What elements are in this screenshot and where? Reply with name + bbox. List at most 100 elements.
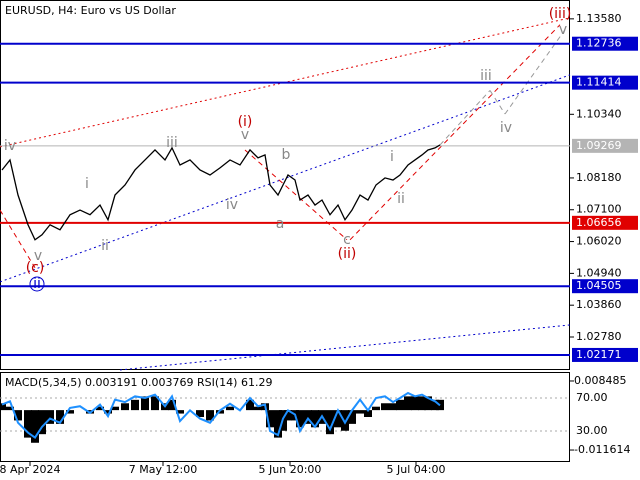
trendline: [244, 149, 348, 241]
level-label-box: [572, 279, 638, 294]
macd-bar: [334, 410, 342, 428]
y-tick-label: 1.03860: [576, 298, 622, 311]
wave-label: iii: [166, 135, 178, 151]
level-label-box: [572, 36, 638, 51]
macd-bar: [284, 410, 292, 421]
trendline: [119, 324, 571, 371]
macd-bar: [274, 410, 282, 438]
y2-tick-label: 30.00: [576, 424, 608, 437]
wave-label: v: [559, 22, 567, 38]
macd-bar: [266, 410, 274, 428]
macd-bar: [424, 396, 432, 411]
wave-label: (c): [26, 260, 45, 276]
y-tick-label: 1.07100: [576, 203, 622, 216]
wave-label: a: [276, 216, 285, 232]
y-tick-label: 1.08180: [576, 171, 622, 184]
trendline: [0, 74, 571, 283]
trendline: [439, 90, 491, 146]
macd-bar: [364, 410, 372, 417]
wave-label: iv: [226, 197, 238, 213]
macd-bar: [151, 396, 159, 411]
macd-bar: [326, 410, 334, 435]
chart-title: EURUSD, H4: Euro vs US Dollar: [5, 4, 176, 17]
macd-bar: [31, 410, 39, 443]
macd-bar: [296, 410, 304, 428]
macd-bar: [404, 396, 412, 411]
wave-label: ii: [101, 238, 109, 254]
wave-label: i: [85, 176, 89, 192]
main-frame: [0, 0, 570, 370]
y-tick-label: 1.04940: [576, 266, 622, 279]
y-tick-label: -0.011614: [574, 443, 630, 456]
wave-label: v: [241, 127, 249, 143]
macd-bar: [0, 403, 6, 411]
macd-bar: [396, 399, 404, 411]
macd-bar: [131, 399, 139, 411]
macd-bar: [121, 403, 129, 411]
macd-bar: [168, 399, 176, 411]
x-tick-label: 8 Apr 2024: [0, 463, 61, 476]
wave-label: iv: [500, 120, 512, 136]
wave-label: b: [282, 147, 291, 163]
trendline: [349, 24, 561, 241]
macd-bar: [24, 410, 32, 438]
level-label-box: [572, 215, 638, 230]
macd-bar: [246, 399, 254, 411]
wave-label: iv: [4, 138, 16, 154]
wave-label: (i): [238, 114, 253, 130]
wave-label: (iii): [549, 6, 572, 22]
level-label: 1.02171: [576, 348, 622, 361]
level-label: 1.09269: [576, 139, 622, 152]
macd-bar: [418, 396, 426, 411]
level-label-box: [572, 75, 638, 90]
wave-label: iii: [480, 68, 492, 84]
y-tick-label: 1.06020: [576, 235, 622, 248]
level-label: 1.04505: [576, 279, 622, 292]
x-tick-label: 5 Jun 20:00: [259, 463, 322, 476]
macd-bar: [254, 406, 262, 411]
annotation-circle: [29, 276, 45, 292]
rsi-line: [1, 391, 441, 439]
macd-bar: [206, 410, 214, 421]
y-tick-label: 0.008485: [574, 374, 627, 387]
macd-bar: [14, 410, 22, 421]
macd-bar: [196, 410, 204, 417]
x-tick-label: 7 May 12:00: [129, 463, 197, 476]
macd-bar: [6, 406, 14, 411]
indicator-frame: [0, 372, 570, 462]
macd-bar: [389, 403, 397, 411]
macd-bar: [411, 396, 419, 411]
level-label: 1.06656: [576, 216, 622, 229]
wave-label: v: [34, 248, 42, 264]
wave-label: ii: [33, 276, 41, 292]
macd-bar: [46, 410, 54, 424]
macd-bar: [56, 410, 64, 424]
macd-bar: [431, 399, 439, 411]
macd-bar: [66, 410, 74, 414]
level-label-box: [572, 347, 638, 362]
trendline: [0, 209, 36, 269]
y2-tick-label: 70.00: [576, 391, 608, 404]
macd-bar: [341, 410, 349, 431]
level-label: 1.11414: [576, 76, 622, 89]
macd-bar: [104, 410, 112, 414]
wave-label: c: [343, 232, 351, 248]
macd-bar: [304, 410, 312, 424]
level-label-box: [572, 138, 638, 153]
trendline: [489, 90, 506, 115]
y-tick-label: 1.10340: [576, 107, 622, 120]
wave-label: i: [390, 149, 394, 165]
x-tick-label: 5 Jul 04:00: [387, 463, 446, 476]
macd-bar: [111, 406, 119, 411]
macd-bar: [381, 403, 389, 411]
wave-label: ii: [397, 191, 405, 207]
macd-bar: [141, 396, 149, 411]
y-tick-label: 1.02780: [576, 330, 622, 343]
macd-bar: [226, 406, 234, 411]
macd-bar: [176, 410, 184, 414]
macd-bar: [372, 406, 380, 411]
macd-bar: [311, 410, 319, 428]
macd-bar: [356, 410, 364, 414]
wave-label: (ii): [338, 246, 357, 262]
